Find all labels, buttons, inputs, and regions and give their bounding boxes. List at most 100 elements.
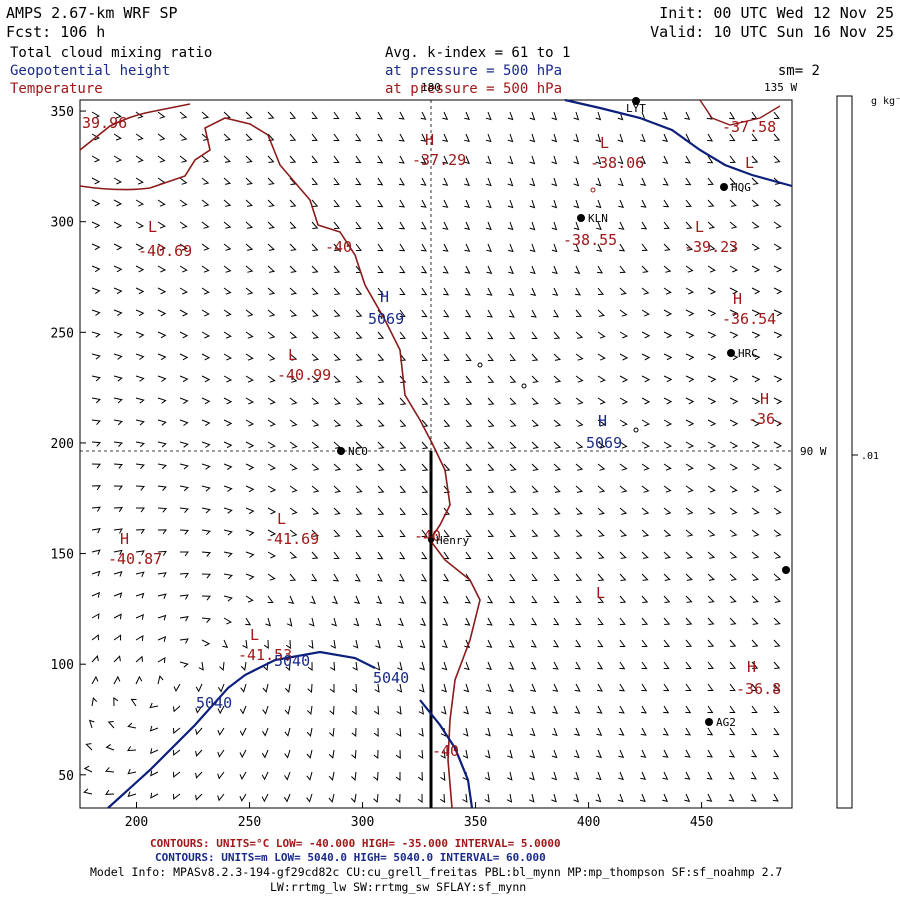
wind-barb bbox=[333, 155, 340, 163]
meridian-labels: 180 135 W 90 W bbox=[421, 81, 827, 458]
plot-frame bbox=[79, 99, 793, 809]
wind-barb bbox=[311, 485, 320, 493]
wind-barb bbox=[618, 749, 625, 758]
wind-barb bbox=[553, 529, 561, 537]
wind-barb bbox=[464, 199, 471, 209]
wind-barb bbox=[553, 617, 560, 626]
wind-barb bbox=[113, 571, 123, 577]
wind-barb bbox=[464, 595, 471, 604]
wind-barb bbox=[105, 789, 115, 795]
wind-barb bbox=[485, 705, 492, 715]
wind-barb bbox=[333, 309, 341, 317]
wind-barb bbox=[575, 287, 581, 296]
wind-barb bbox=[751, 595, 759, 603]
wind-barb bbox=[157, 397, 167, 404]
wind-barb bbox=[135, 133, 144, 141]
wind-barb bbox=[595, 177, 602, 187]
wind-barb bbox=[135, 111, 144, 119]
wind-barb bbox=[619, 507, 628, 515]
height-contours bbox=[107, 98, 793, 809]
wind-barb bbox=[223, 507, 233, 514]
wind-barb bbox=[397, 661, 403, 671]
wind-barb bbox=[91, 570, 101, 577]
wind-barb bbox=[217, 705, 225, 715]
wind-barb bbox=[751, 155, 759, 163]
wind-barb bbox=[684, 793, 691, 802]
stations: NCO Henry KLN HRC HQG AG2 LYT bbox=[337, 97, 790, 729]
wind-barb bbox=[157, 441, 167, 448]
wind-barb bbox=[289, 199, 297, 207]
wind-barb bbox=[130, 698, 137, 707]
temp-label: -41.69 bbox=[265, 530, 319, 548]
wind-barb bbox=[135, 419, 145, 426]
wind-barb bbox=[618, 199, 625, 209]
wind-barb bbox=[641, 507, 650, 515]
wind-barb bbox=[595, 771, 602, 781]
wind-barb bbox=[311, 529, 319, 537]
wind-barb bbox=[507, 155, 514, 165]
wind-barb bbox=[464, 265, 471, 274]
wind-barb bbox=[113, 221, 123, 229]
wind-barb bbox=[707, 287, 717, 295]
pressure-height-label: at pressure = 500 hPa bbox=[385, 63, 562, 79]
wind-barb bbox=[157, 155, 166, 163]
wind-barb bbox=[685, 287, 695, 295]
wind-barb bbox=[201, 507, 211, 514]
wind-barb bbox=[398, 595, 405, 604]
wind-barb bbox=[663, 551, 671, 559]
wind-barb bbox=[640, 771, 647, 780]
wind-barb bbox=[575, 419, 584, 427]
wind-barb bbox=[157, 572, 167, 578]
wind-barb bbox=[352, 639, 359, 649]
wind-barb bbox=[707, 463, 716, 471]
wind-barb bbox=[751, 507, 760, 515]
wind-barb bbox=[529, 243, 536, 253]
wind-barb bbox=[751, 419, 761, 427]
wind-barb bbox=[751, 397, 761, 405]
wind-barb bbox=[329, 727, 335, 738]
wind-barb bbox=[530, 683, 537, 692]
wind-barb bbox=[83, 765, 93, 773]
wind-barb bbox=[201, 441, 211, 448]
wind-barb bbox=[262, 727, 269, 737]
wind-barb bbox=[553, 419, 562, 427]
wind-barb bbox=[465, 353, 472, 361]
wind-barb bbox=[529, 771, 535, 781]
x-axis: 200 250 300 350 400 450 bbox=[125, 802, 713, 830]
wind-barb bbox=[553, 595, 560, 603]
wind-barb bbox=[641, 551, 649, 559]
wind-barb bbox=[663, 507, 672, 515]
footer: CONTOURS: UNITS=°C LOW= -40.000 HIGH= -3… bbox=[150, 837, 561, 864]
wind-barb bbox=[113, 613, 122, 620]
wind-barb bbox=[619, 529, 627, 537]
wind-barb bbox=[465, 397, 473, 405]
wind-barb bbox=[641, 265, 649, 273]
wind-barb bbox=[179, 638, 189, 644]
wind-barb bbox=[685, 397, 695, 405]
wind-barb bbox=[707, 507, 716, 515]
wind-barb bbox=[179, 287, 189, 295]
height-mark: H bbox=[380, 288, 389, 306]
wind-barb bbox=[530, 287, 537, 296]
wind-barb bbox=[201, 419, 211, 427]
wind-barb bbox=[684, 771, 691, 780]
wind-barb bbox=[663, 243, 671, 251]
wind-barb bbox=[617, 793, 624, 803]
wind-barb bbox=[289, 463, 298, 471]
wind-barb bbox=[157, 485, 167, 491]
wind-barb bbox=[685, 243, 694, 251]
wind-barb bbox=[157, 265, 167, 273]
wind-barb bbox=[201, 595, 211, 601]
wind-barb bbox=[223, 221, 232, 229]
wind-barb bbox=[663, 419, 673, 427]
wind-barb bbox=[245, 507, 255, 515]
wind-barb bbox=[663, 639, 671, 647]
station-label: NCO bbox=[348, 445, 368, 458]
wind-barb bbox=[355, 419, 363, 427]
wind-barb bbox=[91, 287, 101, 295]
wind-barb bbox=[374, 683, 380, 693]
wind-barb bbox=[201, 177, 210, 185]
wind-barb bbox=[685, 705, 692, 714]
wind-barb bbox=[706, 793, 713, 802]
wind-barb bbox=[289, 551, 298, 559]
